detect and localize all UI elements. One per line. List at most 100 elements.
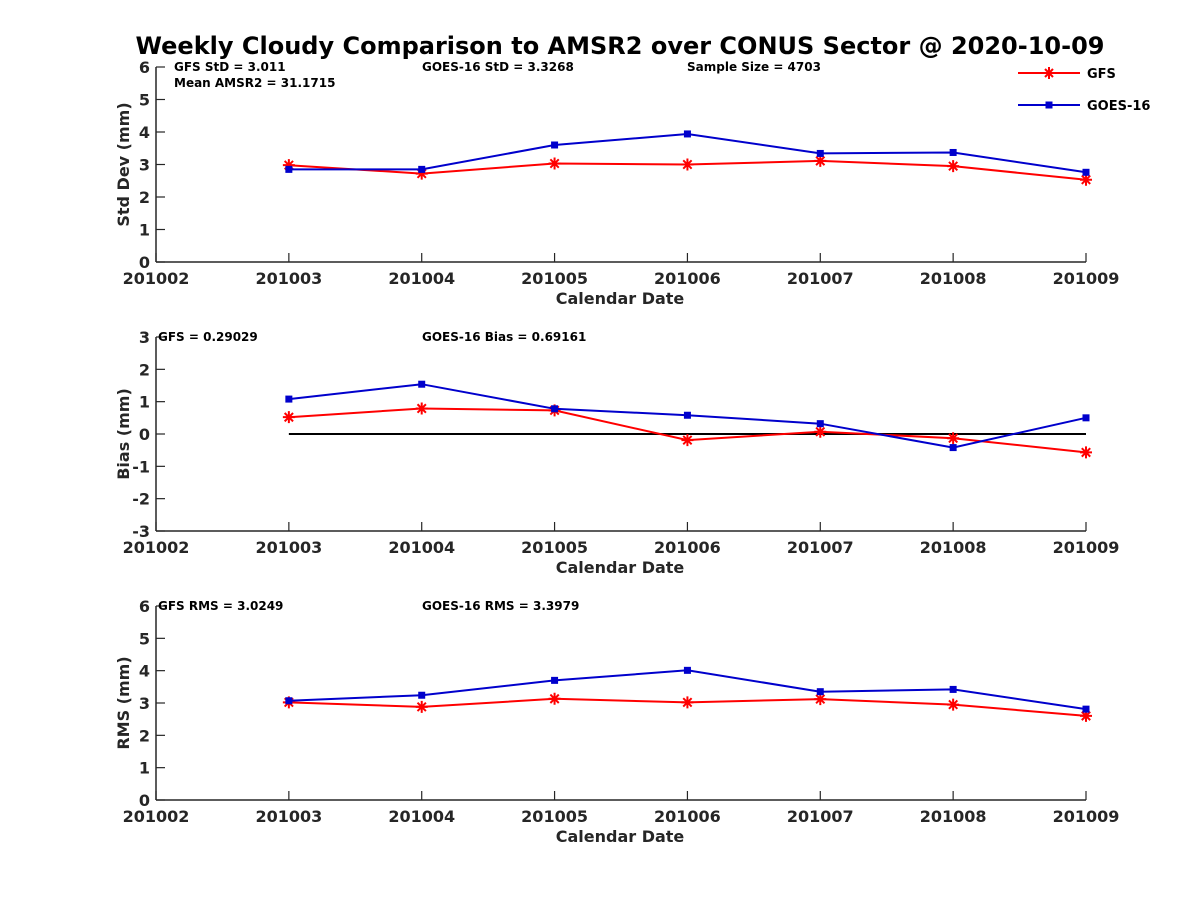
y-tick-label: 0 <box>139 425 150 444</box>
series-gfs <box>282 692 1092 722</box>
x-tick-label: 201003 <box>255 269 322 288</box>
x-tick-label: 201009 <box>1053 538 1120 557</box>
data-point-gfs <box>681 158 694 171</box>
y-tick-label: 1 <box>139 221 150 240</box>
x-tick-label: 201007 <box>787 807 854 826</box>
x-tick-label: 201009 <box>1053 269 1120 288</box>
x-tick-label: 201003 <box>255 538 322 557</box>
series-gfs <box>282 154 1092 186</box>
data-point-gfs <box>282 159 295 172</box>
y-tick-label: 6 <box>139 597 150 616</box>
stat-annotation: GOES-16 RMS = 3.3979 <box>422 599 579 613</box>
y-tick-label: 3 <box>139 156 150 175</box>
y-axis-label: RMS (mm) <box>114 656 133 749</box>
data-point-gfs <box>1080 173 1092 186</box>
x-tick-label: 201006 <box>654 538 721 557</box>
data-point-gfs <box>548 692 561 705</box>
y-tick-label: 2 <box>139 188 150 207</box>
legend-gfs-label: GFS <box>1087 67 1116 82</box>
data-point-goes-16 <box>949 148 957 156</box>
data-point-goes-16 <box>816 149 824 157</box>
y-tick-label: 2 <box>139 360 150 379</box>
x-tick-label: 201008 <box>920 807 987 826</box>
x-tick-label: 201002 <box>123 538 190 557</box>
data-point-gfs <box>282 411 295 424</box>
data-point-gfs <box>1080 446 1092 459</box>
x-tick-label: 201007 <box>787 269 854 288</box>
series-goes-16 <box>285 130 1090 176</box>
data-point-goes-16 <box>551 405 559 413</box>
x-tick-label: 201003 <box>255 807 322 826</box>
subplot-2: -3 -2 -1 0 1 2 3 201002 201003 201004 201005 201006… <box>114 328 1119 577</box>
y-tick-label: -2 <box>132 490 150 509</box>
data-point-goes-16 <box>683 666 691 674</box>
data-point-goes-16 <box>683 411 691 419</box>
x-tick-label: 201005 <box>521 269 588 288</box>
y-tick-label: 1 <box>139 393 150 412</box>
data-point-goes-16 <box>949 444 957 452</box>
y-axis-label: Std Dev (mm) <box>114 102 133 226</box>
data-point-goes-16 <box>816 688 824 696</box>
data-point-gfs <box>1080 709 1092 722</box>
x-tick-label: 201005 <box>521 807 588 826</box>
legend-gfs-marker <box>1043 67 1055 79</box>
x-tick-label: 201006 <box>654 269 721 288</box>
data-point-goes-16 <box>816 420 824 428</box>
data-point-gfs <box>947 698 960 711</box>
x-tick-label: 201005 <box>521 538 588 557</box>
legend-goes16-marker <box>1045 101 1053 109</box>
data-point-gfs <box>814 693 827 706</box>
x-tick-label: 201008 <box>920 269 987 288</box>
data-point-goes-16 <box>949 685 957 693</box>
subplot-3: 0 1 2 3 4 5 6 201002 201003 201004 201005 201006 201… <box>114 597 1119 846</box>
stat-annotation: GOES-16 StD = 3.3268 <box>422 60 574 74</box>
legend-entry-gfs: GFS <box>1018 67 1116 82</box>
x-tick-label: 201002 <box>123 269 190 288</box>
data-point-goes-16 <box>285 165 293 173</box>
data-point-gfs <box>947 432 960 445</box>
x-tick-label: 201008 <box>920 538 987 557</box>
data-point-goes-16 <box>285 697 293 705</box>
y-tick-label: 1 <box>139 759 150 778</box>
x-tick-label: 201007 <box>787 538 854 557</box>
data-point-gfs <box>415 700 428 713</box>
x-axis-label: Calendar Date <box>556 827 685 846</box>
chart-title: Weekly Cloudy Comparison to AMSR2 over C… <box>136 32 1105 60</box>
x-tick-label: 201004 <box>388 807 455 826</box>
y-tick-label: 4 <box>139 662 150 681</box>
data-point-gfs <box>814 154 827 167</box>
data-point-goes-16 <box>683 130 691 138</box>
data-point-gfs <box>947 160 960 173</box>
y-tick-label: 4 <box>139 123 150 142</box>
data-point-goes-16 <box>1082 705 1090 713</box>
data-point-gfs <box>681 696 694 709</box>
legend-goes16-label: GOES-16 <box>1087 99 1150 114</box>
y-tick-label: 3 <box>139 328 150 347</box>
y-tick-label: 5 <box>139 629 150 648</box>
stat-annotation: GFS StD = 3.011 <box>174 60 286 74</box>
stat-annotation: GFS RMS = 3.0249 <box>158 599 283 613</box>
x-tick-label: 201004 <box>388 269 455 288</box>
y-tick-label: 2 <box>139 726 150 745</box>
data-point-goes-16 <box>418 691 426 699</box>
y-tick-label: -1 <box>132 457 150 476</box>
x-axis-label: Calendar Date <box>556 289 685 308</box>
data-point-goes-16 <box>418 380 426 388</box>
y-tick-label: 0 <box>139 791 150 810</box>
subplot-1: 0 1 2 3 4 5 6 201002 201003 201004 201005 201006 201… <box>114 58 1119 308</box>
stat-annotation: GFS = 0.29029 <box>158 330 258 344</box>
x-tick-label: 201004 <box>388 538 455 557</box>
x-axis-label: Calendar Date <box>556 558 685 577</box>
y-tick-label: 6 <box>139 58 150 77</box>
stat-annotation: Mean AMSR2 = 31.1715 <box>174 76 335 90</box>
y-axis-label: Bias (mm) <box>114 388 133 480</box>
series-gfs <box>282 402 1092 459</box>
x-tick-label: 201009 <box>1053 807 1120 826</box>
legend: GFS GOES-16 <box>1018 67 1150 114</box>
data-point-goes-16 <box>551 676 559 684</box>
y-tick-label: 5 <box>139 91 150 110</box>
x-tick-label: 201006 <box>654 807 721 826</box>
y-tick-label: 3 <box>139 694 150 713</box>
